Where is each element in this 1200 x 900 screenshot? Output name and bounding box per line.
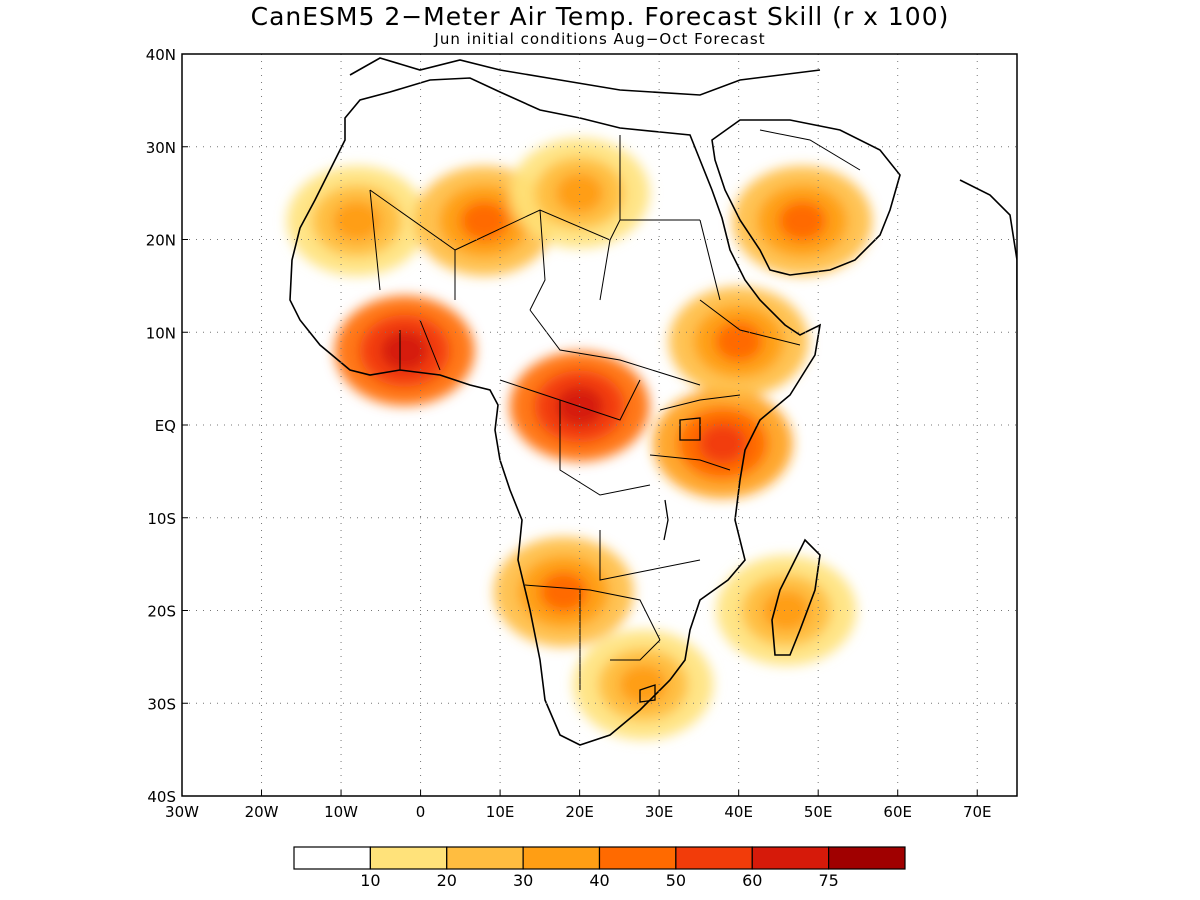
x-tick-label: 70E bbox=[963, 803, 992, 821]
y-axis: 40N 30N 20N 10N EQ 10S 20S 30S 40S bbox=[146, 46, 188, 806]
skill-region-core bbox=[332, 200, 381, 241]
x-tick-label: 40E bbox=[724, 803, 753, 821]
x-tick-label: 20W bbox=[245, 803, 279, 821]
y-tick-label: 30S bbox=[147, 695, 176, 713]
x-tick-label: 10W bbox=[324, 803, 358, 821]
colorbar-label: 50 bbox=[666, 871, 686, 890]
x-axis: 30W 20W 10W 0 10E 20E 30E 40E 50E 60E 70E bbox=[165, 790, 992, 821]
colorbar: 10 20 30 40 50 60 75 bbox=[293, 846, 906, 890]
skill-region-core bbox=[380, 330, 429, 371]
skill-region-core bbox=[698, 423, 747, 464]
skill-region-core bbox=[778, 200, 827, 241]
colorbar-swatch bbox=[751, 846, 830, 870]
y-tick-label: 30N bbox=[146, 139, 176, 157]
y-tick-label: 10N bbox=[146, 324, 176, 342]
europe-coastline bbox=[349, 57, 821, 96]
colorbar-swatch bbox=[446, 846, 524, 870]
coastlines bbox=[289, 57, 1017, 746]
country-borders bbox=[369, 129, 861, 690]
y-tick-label: 20N bbox=[146, 232, 176, 250]
colorbar-swatch bbox=[598, 846, 677, 870]
india-coastline bbox=[959, 179, 1017, 300]
africa-coastline bbox=[289, 77, 822, 746]
colorbar-swatch bbox=[369, 846, 448, 870]
y-tick-label: EQ bbox=[155, 417, 176, 435]
skill-region-core bbox=[762, 590, 811, 631]
x-tick-label: 50E bbox=[804, 803, 833, 821]
y-tick-label: 10S bbox=[147, 510, 176, 528]
colorbar-label: 30 bbox=[513, 871, 533, 890]
x-tick-label: 20E bbox=[565, 803, 594, 821]
colorbar-swatch bbox=[828, 846, 906, 870]
madagascar-coastline bbox=[771, 538, 821, 656]
lakes bbox=[639, 417, 701, 703]
skill-region-core bbox=[619, 664, 668, 705]
y-tick-label: 20S bbox=[147, 603, 176, 621]
colorbar-label: 20 bbox=[437, 871, 457, 890]
skill-region-core bbox=[539, 571, 588, 612]
skill-field bbox=[286, 138, 873, 740]
x-tick-label: 10E bbox=[486, 803, 515, 821]
colorbar-swatch bbox=[675, 846, 753, 870]
map-subtitle: Jun initial conditions Aug−Oct Forecast bbox=[434, 30, 766, 48]
arabia-coastline bbox=[711, 119, 901, 276]
colorbar-label: 75 bbox=[818, 871, 838, 890]
colorbar-label: 60 bbox=[742, 871, 762, 890]
x-tick-label: 30E bbox=[645, 803, 674, 821]
map-title: CanESM5 2−Meter Air Temp. Forecast Skill… bbox=[250, 2, 950, 31]
colorbar-label: 10 bbox=[360, 871, 380, 890]
x-tick-label: 30W bbox=[165, 803, 199, 821]
x-tick-label: 0 bbox=[416, 803, 426, 821]
colorbar-swatch bbox=[522, 846, 601, 870]
skill-region-core bbox=[555, 173, 604, 214]
x-tick-label: 60E bbox=[883, 803, 912, 821]
colorbar-label: 40 bbox=[589, 871, 609, 890]
y-tick-label: 40S bbox=[147, 788, 176, 806]
y-tick-label: 40N bbox=[146, 46, 176, 64]
gridlines bbox=[182, 54, 1017, 796]
colorbar-swatch bbox=[293, 846, 371, 870]
skill-region-core bbox=[460, 200, 509, 241]
